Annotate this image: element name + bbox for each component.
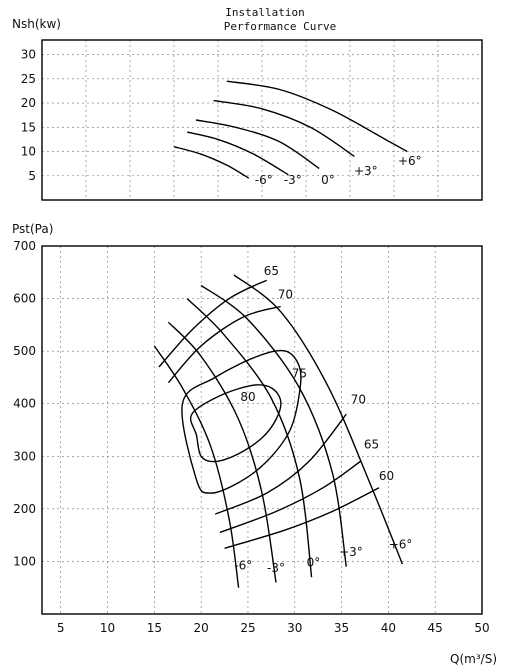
power-chart: Nsh(kw) 5 10 15 20 25 30 -6° -3° 0° +3° +6° <box>12 17 483 201</box>
power-curve <box>195 119 320 170</box>
pressure-curve-label: 0° <box>307 556 321 570</box>
pressure-curve-label: 70 <box>278 288 293 302</box>
power-curve-label: -3° <box>284 173 302 187</box>
pressure-x-tick-label: 10 <box>100 621 115 635</box>
power-y-tick-label: 20 <box>21 96 36 110</box>
power-ylabel: Nsh(kw) <box>12 17 61 31</box>
pressure-curve-label: 60 <box>379 469 394 483</box>
pressure-y-tick-label: 200 <box>13 502 36 516</box>
pressure-curve-label: +3° <box>339 545 363 559</box>
pressure-x-tick-label: 25 <box>240 621 255 635</box>
pressure-curve-label: 80 <box>240 390 255 404</box>
pressure-curve-label: 70 <box>351 393 366 407</box>
pressure-curve <box>189 384 282 463</box>
pressure-y-ticks: 100 200 300 400 500 600 700 <box>13 239 36 568</box>
pressure-curve-label: -3° <box>267 561 285 575</box>
title-line-2: Performance Curve <box>224 20 337 33</box>
title-line-1: Installation <box>225 6 304 19</box>
pressure-curve-label: 75 <box>292 366 307 380</box>
power-curve <box>213 99 355 157</box>
pressure-chart: Pst(Pa) 100 200 300 400 500 600 700 5 10 15 20 25 3… <box>12 222 497 666</box>
pressure-y-tick-label: 700 <box>13 239 36 253</box>
pressure-x-tick-label: 5 <box>57 621 65 635</box>
pressure-curve-label: +6° <box>389 537 413 551</box>
power-y-tick-label: 25 <box>21 72 36 86</box>
power-y-tick-label: 15 <box>21 120 36 134</box>
pressure-curve <box>219 460 361 534</box>
power-curve <box>226 80 408 153</box>
pressure-ylabel: Pst(Pa) <box>12 222 53 236</box>
pressure-y-tick-label: 600 <box>13 292 36 306</box>
pressure-plot-frame <box>41 245 483 615</box>
pressure-x-tick-label: 35 <box>334 621 349 635</box>
pressure-y-tick-label: 400 <box>13 397 36 411</box>
pressure-curve <box>214 413 347 515</box>
pressure-curve-label: -6° <box>234 558 252 572</box>
pressure-x-tick-label: 50 <box>474 621 489 635</box>
pressure-curve <box>167 321 277 583</box>
pressure-curve <box>233 274 404 565</box>
power-y-tick-label: 10 <box>21 145 36 159</box>
power-curve <box>187 131 289 176</box>
pressure-curve <box>167 305 281 384</box>
power-curves: -6° -3° 0° +3° +6° <box>173 80 422 187</box>
pressure-curve <box>181 349 302 494</box>
power-y-ticks: 5 10 15 20 25 30 <box>21 48 36 183</box>
power-curve-label: -6° <box>255 173 273 187</box>
pressure-curve <box>200 284 347 567</box>
pressure-curves: -6° -3° 0° +3° +6° 60 65 70 65 70 75 80 <box>153 264 413 588</box>
pressure-curve-label: 65 <box>364 437 379 451</box>
pressure-xlabel: Q(m³/S) <box>450 652 497 666</box>
pressure-curve <box>224 487 380 549</box>
power-y-tick-label: 30 <box>21 48 36 62</box>
pressure-curve <box>186 298 313 578</box>
power-plot-frame <box>41 39 483 201</box>
pressure-y-tick-label: 100 <box>13 554 36 568</box>
pressure-x-tick-label: 40 <box>381 621 396 635</box>
power-curve <box>173 146 250 179</box>
power-y-tick-label: 5 <box>28 169 36 183</box>
pressure-x-tick-label: 15 <box>147 621 162 635</box>
power-curve-label: 0° <box>321 173 335 187</box>
pressure-x-ticks: 5 10 15 20 25 30 35 40 45 50 <box>57 621 490 635</box>
pressure-x-tick-label: 20 <box>194 621 209 635</box>
pressure-y-tick-label: 300 <box>13 449 36 463</box>
power-curve-label: +6° <box>398 154 422 168</box>
pressure-grid <box>42 246 482 614</box>
pressure-x-tick-label: 45 <box>428 621 443 635</box>
pressure-curve-label: 65 <box>264 264 279 278</box>
pressure-y-tick-label: 500 <box>13 344 36 358</box>
pressure-curve <box>158 279 268 368</box>
power-curve-label: +3° <box>354 164 378 178</box>
pressure-x-tick-label: 30 <box>287 621 302 635</box>
pressure-curve <box>153 345 240 588</box>
